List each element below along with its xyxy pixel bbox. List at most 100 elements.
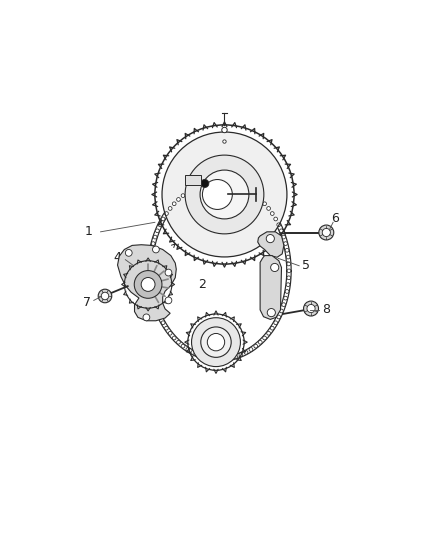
Circle shape	[277, 315, 281, 319]
Circle shape	[150, 289, 154, 293]
Circle shape	[228, 356, 232, 360]
Circle shape	[234, 355, 237, 359]
Circle shape	[267, 207, 270, 211]
Circle shape	[152, 296, 155, 300]
FancyBboxPatch shape	[185, 175, 201, 185]
Circle shape	[155, 229, 159, 233]
Circle shape	[279, 309, 283, 313]
Circle shape	[201, 355, 205, 359]
Circle shape	[150, 248, 154, 252]
Text: 8: 8	[322, 303, 330, 317]
Circle shape	[200, 170, 249, 219]
Circle shape	[244, 351, 248, 354]
Circle shape	[287, 276, 291, 280]
Circle shape	[186, 190, 190, 194]
Circle shape	[304, 301, 318, 316]
Circle shape	[177, 198, 180, 201]
Circle shape	[165, 297, 172, 304]
Circle shape	[134, 271, 162, 298]
Polygon shape	[260, 256, 282, 319]
Circle shape	[267, 309, 276, 317]
Circle shape	[201, 327, 231, 357]
Circle shape	[158, 223, 162, 227]
Circle shape	[322, 229, 330, 237]
Circle shape	[149, 255, 152, 259]
Circle shape	[239, 353, 243, 357]
Text: 5: 5	[302, 259, 310, 272]
Circle shape	[153, 235, 157, 239]
Circle shape	[158, 315, 162, 319]
Circle shape	[223, 357, 227, 361]
Circle shape	[270, 326, 274, 330]
Text: 1: 1	[85, 225, 92, 238]
Circle shape	[249, 348, 253, 351]
Circle shape	[234, 183, 237, 187]
Circle shape	[286, 283, 290, 287]
Circle shape	[279, 229, 283, 233]
Circle shape	[319, 225, 334, 240]
Circle shape	[218, 181, 221, 184]
Circle shape	[201, 180, 209, 188]
Circle shape	[161, 217, 165, 221]
Circle shape	[285, 248, 289, 252]
Circle shape	[287, 269, 291, 273]
Polygon shape	[258, 232, 284, 257]
Circle shape	[212, 181, 216, 185]
Circle shape	[239, 185, 243, 189]
Circle shape	[148, 269, 152, 273]
Text: 7: 7	[83, 296, 91, 309]
Circle shape	[125, 249, 132, 256]
Circle shape	[282, 303, 286, 306]
Circle shape	[181, 193, 185, 198]
Circle shape	[153, 303, 157, 306]
Circle shape	[307, 304, 315, 313]
Circle shape	[98, 289, 112, 303]
Circle shape	[196, 353, 200, 357]
Circle shape	[244, 188, 248, 191]
Circle shape	[148, 276, 152, 280]
Circle shape	[149, 283, 152, 287]
Circle shape	[254, 344, 258, 348]
Circle shape	[271, 263, 279, 271]
Circle shape	[172, 202, 176, 206]
Circle shape	[207, 182, 210, 185]
Text: 2: 2	[198, 278, 206, 291]
Circle shape	[274, 321, 278, 325]
Circle shape	[284, 296, 287, 300]
Text: 4: 4	[113, 251, 121, 264]
Circle shape	[155, 309, 159, 313]
Circle shape	[223, 140, 226, 143]
Circle shape	[141, 278, 155, 292]
Polygon shape	[117, 245, 176, 321]
Circle shape	[165, 212, 168, 215]
Circle shape	[218, 357, 221, 361]
Circle shape	[148, 262, 152, 266]
Circle shape	[254, 193, 258, 198]
Circle shape	[101, 292, 109, 300]
Circle shape	[165, 326, 168, 330]
Circle shape	[201, 183, 205, 187]
Circle shape	[191, 318, 240, 367]
Circle shape	[185, 155, 264, 234]
Circle shape	[287, 262, 291, 266]
Circle shape	[186, 348, 190, 351]
Circle shape	[168, 332, 172, 335]
Circle shape	[152, 246, 159, 253]
Circle shape	[177, 341, 180, 344]
Circle shape	[152, 242, 155, 246]
Circle shape	[196, 185, 200, 189]
Circle shape	[266, 235, 274, 243]
Circle shape	[277, 223, 281, 227]
Circle shape	[172, 336, 176, 340]
Circle shape	[212, 357, 216, 361]
Polygon shape	[162, 132, 287, 257]
Circle shape	[274, 217, 278, 221]
Circle shape	[168, 207, 172, 211]
Circle shape	[263, 202, 266, 206]
Circle shape	[270, 212, 274, 215]
Circle shape	[285, 289, 289, 293]
Circle shape	[282, 235, 286, 239]
Circle shape	[228, 182, 232, 185]
Circle shape	[223, 181, 227, 185]
Circle shape	[249, 190, 253, 194]
